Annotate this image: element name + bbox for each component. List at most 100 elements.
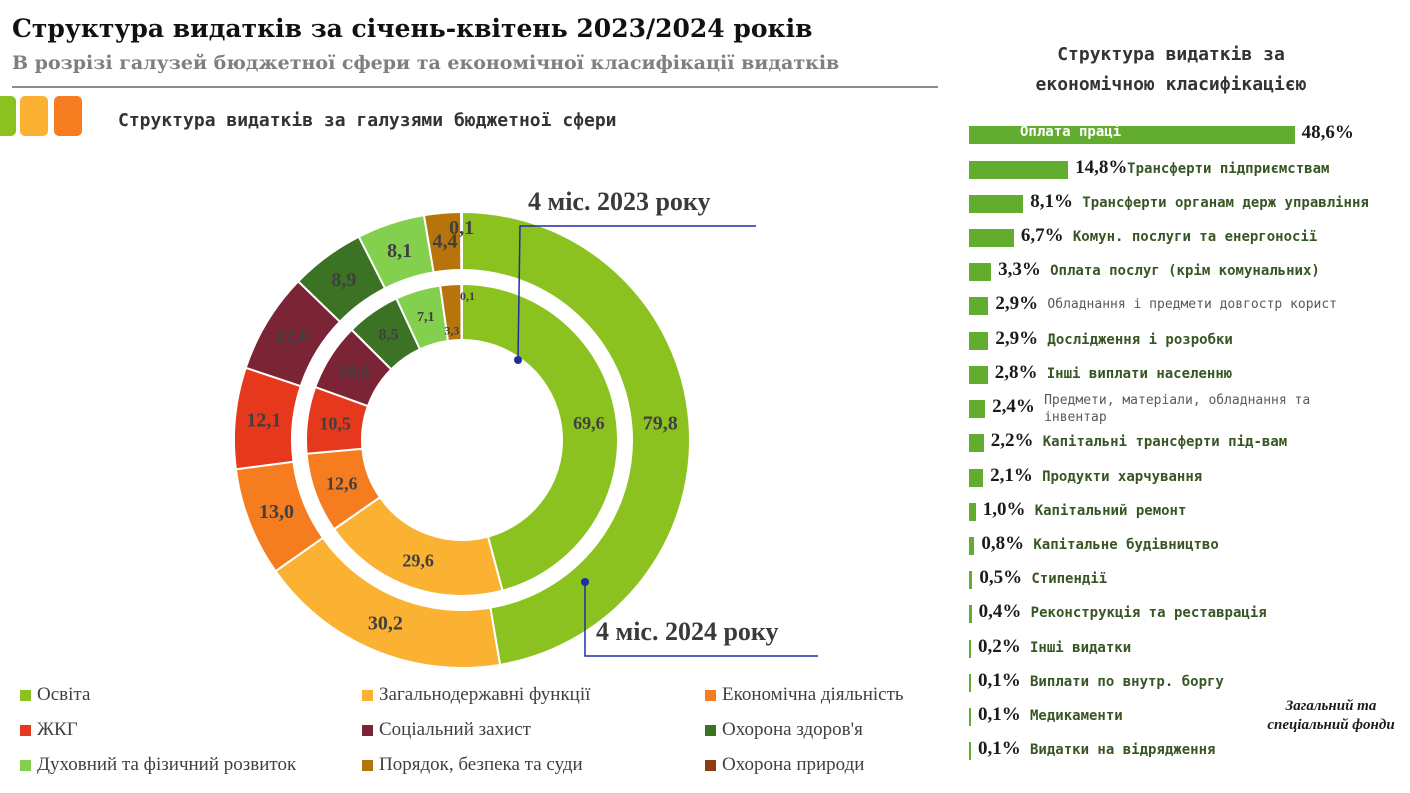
bar-row-11: 1,0% Капітальний ремонт [966,499,1406,523]
fund-note-line1: Загальний та [1285,698,1377,714]
bar-row-1: 14,8% Трансферти підприємствам [966,157,1406,181]
legend-swatch-8 [705,759,716,771]
bar-label-11: Капітальний ремонт [1034,503,1187,519]
series-label-0: 4 міс. 2023 року [528,190,711,216]
bar-value-15: 0,2% [978,636,1021,657]
bar-2 [969,195,1024,213]
legend-label-2: Економічна діяльність [722,684,904,705]
deco-square-lime [0,96,16,136]
bar-value-17: 0,1% [978,704,1021,725]
bar-17 [969,708,971,726]
bar-row-9: 2,2% Капітальні трансферти під-вам [966,430,1406,454]
bar-value-16: 0,1% [978,670,1021,691]
callout-line-1 [584,582,818,657]
legend-label-6: Духовний та фізичний розвиток [37,754,297,775]
bar-label-9: Капітальні трансферти під-вам [1042,434,1288,450]
bar-16 [969,674,971,692]
bar-value-2: 8,1% [1030,191,1074,212]
donut-inner-label-7: 3,3 [444,323,459,337]
bar-row-14: 0,4% Реконструкція та реставрація [966,601,1406,625]
donut-inner-label-0: 69,6 [573,413,605,433]
bar-11 [969,503,976,521]
bar-row-0: 48,6% Оплата праці [966,122,1406,146]
fund-note-line2: спеціальний фонди [1267,717,1395,733]
legend-swatch-4 [362,724,373,736]
donut-outer-label-6: 8,1 [387,240,412,262]
bar-label-3: Комун. послуги та енергоносії [1072,229,1318,245]
legend-item-4: Соціальний захист [362,719,531,741]
donut-chart: 69,6 29,6 12,6 10,5 10,6 8,5 7,1 3,3 0,1 79,8 30,2… [233,190,818,669]
bar-row-15: 0,2% Інші видатки [966,636,1406,660]
legend-swatch-2 [705,689,716,701]
bar-label-8: Предмети, матеріали, обладнання та інвен… [1044,393,1311,425]
legend-label-5: Охорона здоров'я [722,719,863,740]
donut-inner-label-6: 7,1 [417,310,435,325]
bar-label-16: Виплати по внутр. боргу [1030,674,1224,690]
bar-9 [969,434,984,452]
legend-label-4: Соціальний захист [379,719,531,740]
legend-item-1: Загальнодержавні функції [362,684,590,706]
bar-value-18: 0,1% [978,738,1021,759]
donut-outer-label-8: 0,1 [449,217,474,239]
bar-row-10: 2,1% Продукти харчування [966,465,1406,489]
bar-label-1: Трансферти підприємствам [1127,161,1330,177]
bar-row-13: 0,5% Стипендії [966,567,1406,591]
bar-row-7: 2,8% Інші виплати населенню [966,362,1406,386]
title-divider [12,86,938,88]
bar-label-2: Трансферти органам держ управління [1082,195,1369,211]
bar-row-12: 0,8% Капітальне будівництво [966,533,1406,557]
bar-label-13: Стипендії [1031,571,1108,587]
bar-label-0: Оплата праці [1020,124,1122,140]
donut-inner-label-2: 12,6 [326,474,358,494]
bar-label-4: Оплата послуг (крім комунальних) [1050,263,1320,279]
bar-row-3: 6,7% Комун. послуги та енергоносії [966,225,1406,249]
bar-label-15: Інші видатки [1030,640,1132,656]
bar-row-17: 0,1% Медикаменти [966,704,1406,728]
bar-4 [969,263,992,281]
legend-label-0: Освіта [37,684,91,705]
legend-item-7: Порядок, безпека та суди [362,754,583,776]
donut-inner-label-4: 10,6 [338,361,370,381]
bar-value-10: 2,1% [990,465,1033,486]
legend-label-8: Охорона природи [722,754,865,775]
deco-square-light-orange [20,96,48,136]
legend-swatch-1 [362,689,373,701]
bar-8 [969,400,986,418]
donut-outer-label-0: 79,8 [643,412,678,434]
legend-swatch-5 [705,724,716,736]
bar-label-10: Продукти харчування [1042,469,1203,485]
bar-6 [969,332,989,350]
legend-label-7: Порядок, безпека та суди [379,754,583,775]
bar-row-8: 2,4% Предмети, матеріали, обладнання та і… [966,393,1406,425]
bar-label-7: Інші виплати населенню [1046,366,1233,382]
legend-item-6: Духовний та фізичний розвиток [20,754,296,776]
bar-value-1: 14,8% [1075,157,1128,178]
bar-5 [969,297,989,315]
bar-value-0: 48,6% [1301,122,1354,143]
bar-row-5: 2,9% Обладнання і предмети довгостр корис… [966,293,1406,317]
legend-swatch-0 [20,689,31,701]
legend-swatch-7 [362,759,373,771]
legend-item-8: Охорона природи [705,754,864,776]
bar-15 [969,640,971,658]
deco-square-orange [54,96,82,136]
donut-inner-label-1: 29,6 [402,550,434,570]
bar-label-12: Капітальне будівництво [1033,537,1219,553]
bar-value-4: 3,3% [998,259,1041,280]
donut-chart-heading: Структура видатків за галузями бюджетної… [118,110,617,131]
bar-12 [969,537,975,555]
bar-value-14: 0,4% [978,601,1022,622]
legend-item-0: Освіта [20,684,90,706]
bar-1 [969,161,1069,179]
page-subtitle: В розрізі галузей бюджетної сфери та еко… [12,52,840,74]
donut-outer-label-2: 13,0 [259,501,294,523]
bar-label-14: Реконструкція та реставрація [1030,605,1267,621]
callout-dot-0 [514,356,522,364]
donut-outer-slice-0 [461,210,691,666]
bar-label-17: Медикаменти [1030,708,1123,724]
legend-label-1: Загальнодержавні функції [379,684,591,705]
callout-dot-1 [581,578,589,586]
bar-13 [969,571,973,589]
legend-label-3: ЖКГ [37,719,78,740]
donut-outer-slice-8 [460,210,463,272]
